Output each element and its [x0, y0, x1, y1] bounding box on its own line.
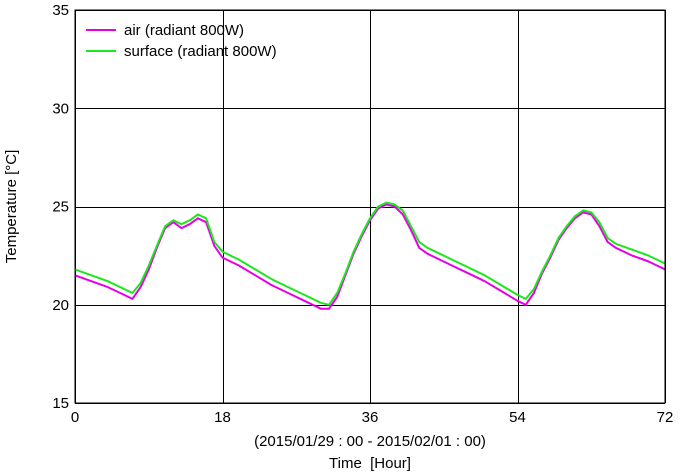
x-tick-label: 36	[362, 409, 379, 426]
x-axis-label: Time [Hour]	[329, 455, 411, 472]
x-tick-label: 72	[657, 409, 674, 426]
series-line-0	[74, 203, 666, 310]
tick-labels: 0 18 36 54 72 15 20 25 30 35	[52, 2, 673, 426]
x-tick-label: 18	[214, 409, 231, 426]
series-lines	[74, 201, 666, 310]
x-axis-sublabel: (2015/01/29 : 00 - 2015/02/01 : 00)	[254, 433, 486, 450]
y-tick-label: 25	[52, 199, 69, 216]
plot-frame	[74, 9, 666, 404]
grid-lines	[75, 10, 666, 404]
x-tick-label: 54	[509, 409, 526, 426]
y-axis-label: Temperature [°C]	[3, 150, 20, 264]
legend-entry-air: air (radiant 800W)	[124, 22, 244, 39]
x-tick-label: 0	[71, 409, 79, 426]
legend-entry-surface: surface (radiant 800W)	[124, 43, 277, 60]
y-tick-label: 35	[52, 2, 69, 19]
series-line-1	[74, 201, 666, 306]
y-tick-label: 20	[52, 297, 69, 314]
y-tick-label: 15	[52, 395, 69, 412]
legend: air (radiant 800W) surface (radiant 800W…	[86, 22, 277, 60]
y-tick-label: 30	[52, 100, 69, 117]
